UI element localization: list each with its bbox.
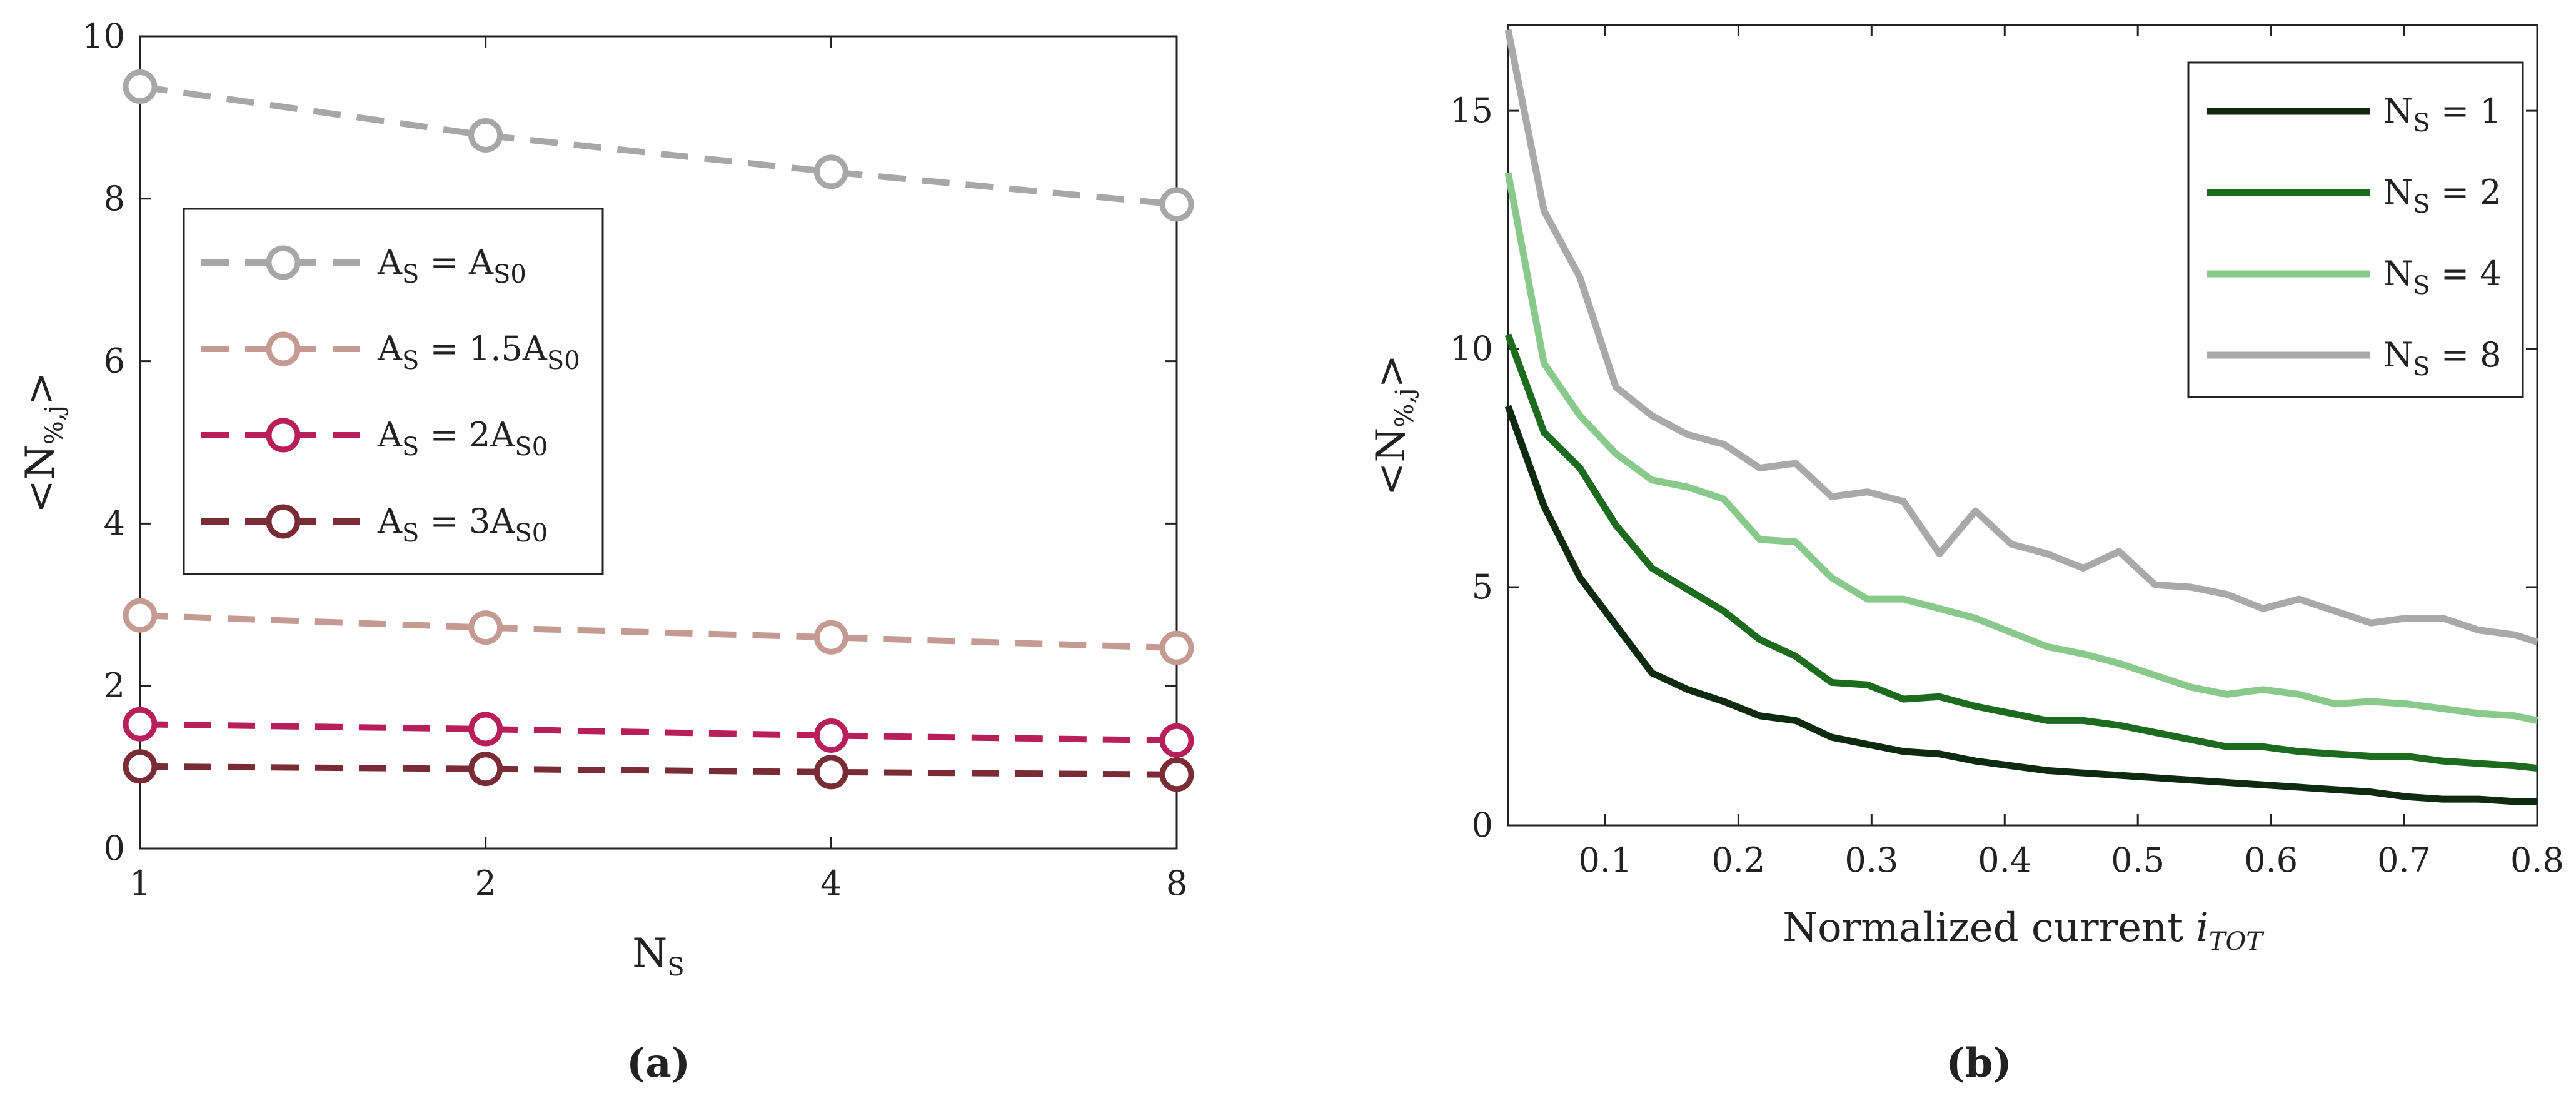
legend-marker-a [266,418,301,453]
x-tick-label-b: 0.4 [1978,840,2031,880]
x-tick-label-b: 0.8 [2510,840,2564,880]
data-point-a [1159,723,1194,758]
y-tick-label-a: 10 [82,16,125,56]
x-axis-label-a: NS [632,930,684,982]
y-tick-label-b: 5 [1472,567,1493,607]
legend-marker-a [266,331,301,366]
data-point-a [813,755,848,790]
legend-label-a: AS = 3AS0 [377,501,548,548]
y-tick-label-a: 8 [104,179,125,218]
series-line-a-3 [139,721,1177,744]
data-point-a [123,707,158,742]
data-point-a [468,712,503,747]
x-tick-label-a: 8 [1166,864,1187,903]
panel-label-b: (b) [1946,1040,2011,1087]
plot-area-b [1507,24,2538,827]
data-point-a [813,154,848,189]
x-tick-label-b: 0.6 [2244,840,2298,880]
y-tick-label-a: 6 [104,341,125,381]
legend-label-b: NS = 2 [2383,173,2502,219]
y-tick-label-b: 10 [1450,329,1493,368]
series-line-a-4 [139,763,1177,778]
y-tick-label-b: 15 [1450,91,1493,130]
data-point-a [813,620,848,655]
x-tick-label-a: 1 [129,864,151,903]
data-point-a [123,749,158,784]
x-tick-label-b: 0.5 [2111,840,2165,880]
y-tick-label-a: 4 [104,503,125,543]
series-line-b-4 [1504,29,2538,645]
series-line-a-2 [139,612,1177,652]
plot-area-a [139,35,1178,850]
data-point-a [1159,187,1194,222]
y-tick-label-a: 0 [104,828,125,868]
x-tick-label-b: 0.3 [1844,840,1898,880]
data-point-a [468,610,503,645]
legend-marker-a [266,504,301,539]
data-point-a [123,69,158,104]
data-point-a [468,118,503,153]
x-tick-label-b: 0.2 [1711,840,1765,880]
legend-label-b: NS = 1 [2383,91,2502,138]
y-axis-label-a: <N%,j> [18,371,69,513]
legend-a [183,208,604,575]
data-point-a [468,752,503,787]
legend-b [2187,61,2524,398]
data-point-a [123,598,158,633]
x-axis-label-b: Normalized current iTOT [1783,905,2265,956]
y-axis-label-b: <N%,j> [1368,355,1419,496]
data-point-a [813,718,848,753]
legend-label-a: AS = 1.5AS0 [377,329,580,375]
data-point-a [1159,757,1194,792]
data-point-a [1159,630,1194,665]
series-line-b-2 [1504,333,2538,772]
legend-label-b: NS = 8 [2383,335,2502,381]
legend-label-a: AS = 2AS0 [377,415,548,461]
x-tick-label-a: 4 [820,864,842,903]
panel-label-a: (a) [626,1040,690,1087]
y-tick-label-a: 2 [104,666,125,705]
x-tick-label-b: 0.1 [1578,840,1632,880]
series-line-b-3 [1504,172,2538,724]
y-tick-label-b: 0 [1472,805,1493,845]
legend-label-a: AS = AS0 [377,243,526,289]
legend-marker-a [266,245,301,280]
legend-label-b: NS = 4 [2383,254,2502,300]
panel-b: 0 5 10 15 0.1 0.2 0.3 0.4 0.5 0.6 0.7 0.8 NS = 1 NS =… [1368,24,2564,1087]
x-tick-label-b: 0.7 [2377,840,2431,880]
x-tick-label-a: 2 [475,864,496,903]
series-line-a-1 [139,83,1177,208]
series-line-b-1 [1504,405,2537,805]
